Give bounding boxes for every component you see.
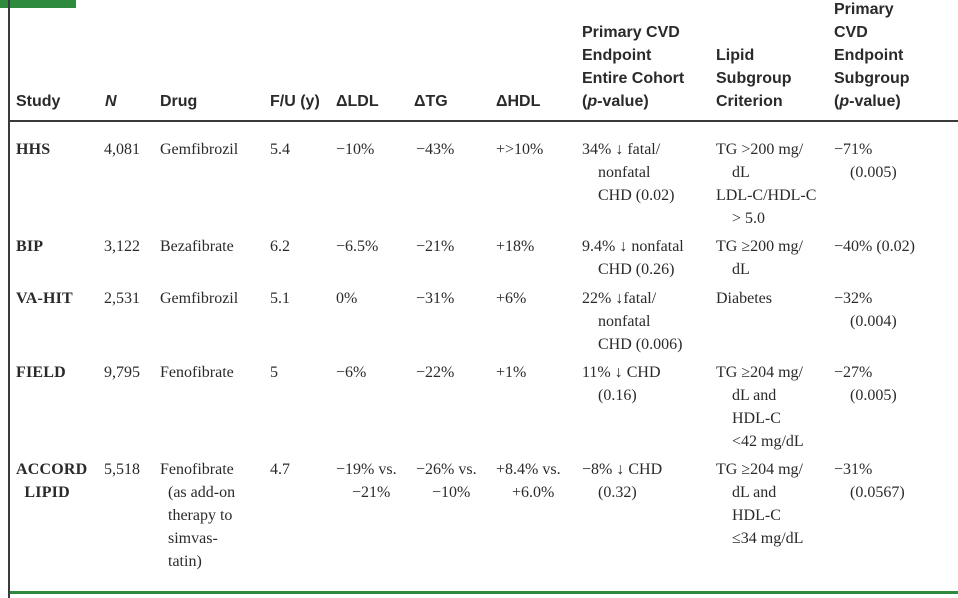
row-bip-study: BIP xyxy=(16,238,44,255)
row-vahit-dhdl: +6% xyxy=(496,290,527,307)
row-bip-dtg: −21% xyxy=(416,238,455,255)
row-field-lipid: TG ≥204 mg/ dL and HDL-C <42 mg/dL xyxy=(716,364,804,450)
row-accord-dldl: −19% vs. −21% xyxy=(336,461,397,501)
row-bip-fu: 6.2 xyxy=(270,238,290,255)
row-vahit-subgroup: −32% (0.004) xyxy=(834,290,897,330)
row-hhs-dtg: −43% xyxy=(416,141,455,158)
row-accord-study: ACCORD LIPID xyxy=(16,461,88,501)
header-primary-endpoint: Primary CVD Endpoint Entire Cohort (p-va… xyxy=(582,24,685,110)
footer-rule xyxy=(10,591,958,594)
row-accord-n: 5,518 xyxy=(104,461,140,478)
row-hhs-dhdl: +>10% xyxy=(496,141,544,158)
header-delta-tg: ΔTG xyxy=(414,93,448,110)
row-accord-drug: Fenofibrate (as add-on therapy to simvas… xyxy=(160,461,236,570)
row-field-study: FIELD xyxy=(16,364,66,381)
row-hhs-subgroup: −71% (0.005) xyxy=(834,141,897,181)
row-bip-dhdl: +18% xyxy=(496,238,535,255)
table-label-tab xyxy=(0,0,76,8)
row-hhs-n: 4,081 xyxy=(104,141,140,158)
header-subgroup-endpoint: Primary CVD Endpoint Subgroup (p-value) xyxy=(834,1,910,110)
row-field-primary: 11% ↓ CHD (0.16) xyxy=(582,364,661,404)
header-drug: Drug xyxy=(160,93,198,110)
row-vahit-study: VA-HIT xyxy=(16,290,73,307)
row-hhs-dldl: −10% xyxy=(336,141,375,158)
row-hhs-lipid: TG >200 mg/ dL LDL-C/HDL-C > 5.0 xyxy=(716,141,817,227)
row-vahit-n: 2,531 xyxy=(104,290,140,307)
header-fu: F/U (y) xyxy=(270,93,320,110)
header-study: Study xyxy=(16,93,61,110)
row-field-n: 9,795 xyxy=(104,364,140,381)
row-field-dtg: −22% xyxy=(416,364,455,381)
row-vahit-dldl: 0% xyxy=(336,290,358,307)
row-hhs-fu: 5.4 xyxy=(270,141,290,158)
row-field-dhdl: +1% xyxy=(496,364,527,381)
row-accord-fu: 4.7 xyxy=(270,461,290,478)
header-delta-ldl: ΔLDL xyxy=(336,93,379,110)
header-delta-hdl: ΔHDL xyxy=(496,93,541,110)
table-left-border xyxy=(8,0,10,598)
row-accord-dhdl: +8.4% vs. +6.0% xyxy=(496,461,561,501)
row-field-drug: Fenofibrate xyxy=(160,364,234,381)
row-vahit-drug: Gemfibrozil xyxy=(160,290,239,307)
row-bip-subgroup: −40% (0.02) xyxy=(834,238,916,255)
header-rule xyxy=(10,120,958,122)
row-bip-lipid: TG ≥200 mg/ dL xyxy=(716,238,803,278)
row-hhs-study: HHS xyxy=(16,141,51,158)
row-accord-dtg: −26% vs. −10% xyxy=(416,461,477,501)
row-bip-primary: 9.4% ↓ nonfatal CHD (0.26) xyxy=(582,238,684,278)
row-accord-subgroup: −31% (0.0567) xyxy=(834,461,905,501)
header-lipid-criterion: Lipid Subgroup Criterion xyxy=(716,47,792,110)
row-vahit-dtg: −31% xyxy=(416,290,455,307)
row-hhs-primary: 34% ↓ fatal/ nonfatal CHD (0.02) xyxy=(582,141,675,204)
row-field-dldl: −6% xyxy=(336,364,367,381)
row-accord-primary: −8% ↓ CHD (0.32) xyxy=(582,461,663,501)
row-vahit-primary: 22% ↓fatal/ nonfatal CHD (0.006) xyxy=(582,290,683,353)
row-accord-lipid: TG ≥204 mg/ dL and HDL-C ≤34 mg/dL xyxy=(716,461,804,547)
row-field-fu: 5 xyxy=(270,364,278,381)
row-vahit-lipid: Diabetes xyxy=(716,290,772,307)
row-field-subgroup: −27% (0.005) xyxy=(834,364,897,404)
row-bip-n: 3,122 xyxy=(104,238,140,255)
row-hhs-drug: Gemfibrozil xyxy=(160,141,239,158)
header-n: N xyxy=(105,93,117,110)
row-bip-dldl: −6.5% xyxy=(336,238,379,255)
row-vahit-fu: 5.1 xyxy=(270,290,290,307)
row-bip-drug: Bezafibrate xyxy=(160,238,234,255)
